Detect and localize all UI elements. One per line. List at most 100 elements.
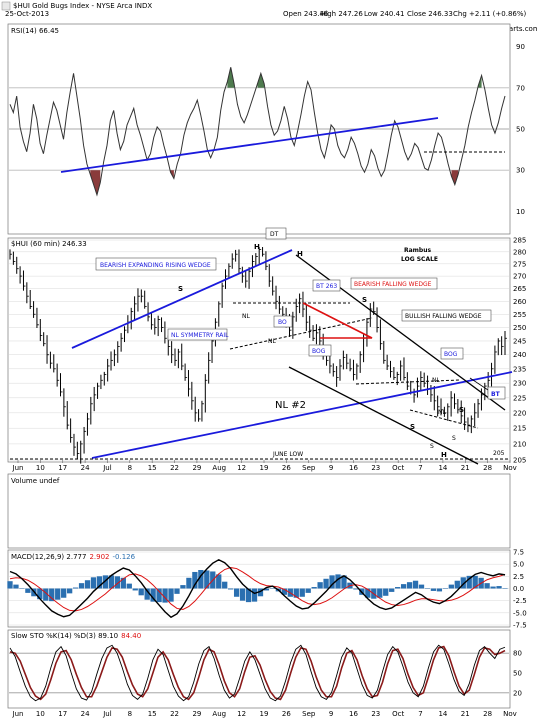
macd-histogram-bar (430, 588, 437, 591)
price-tick-label: 285 (513, 237, 526, 245)
sto-tick-label: 50 (513, 670, 522, 678)
price-tick-label: 280 (513, 248, 526, 256)
header-date: 25-Oct-2013 (5, 10, 49, 18)
june-low-label: JUNE LOW (272, 451, 303, 458)
price-tick-label: 205 (513, 457, 526, 465)
price-x-tick-label: Aug (212, 464, 226, 472)
price-title: $HUI (60 min) 246.33 (11, 240, 87, 248)
macd-histogram-bar (305, 588, 311, 593)
rsi-tick-label: 30 (516, 167, 525, 175)
sto-x-tick-label: Jul (102, 710, 112, 718)
macd-histogram-bar (389, 588, 395, 592)
stochastic-panel-frame (7, 629, 511, 709)
macd-histogram-bar (84, 580, 91, 589)
price-tick-label: 225 (513, 394, 526, 402)
macd-histogram-bar (162, 588, 168, 603)
bt-label: BT (491, 391, 501, 398)
nl-symmetry-rail-box (167, 328, 228, 341)
header-open: Open 243.46 (283, 10, 329, 18)
rsi-title: RSI(14) 66.45 (11, 27, 59, 35)
nl-label-b: NL (268, 338, 276, 345)
rsi-tick-label: 10 (516, 208, 525, 216)
s-label-5: S (430, 443, 434, 450)
rambus-label: Rambus (404, 247, 431, 254)
macd-histogram-bar (180, 585, 186, 589)
macd-legend-histogram: -0.126 (112, 553, 135, 561)
macd-histogram-bar (263, 588, 270, 591)
macd-histogram-bar (299, 588, 305, 597)
bearish-wedge-label: BEARISH EXPANDING RISING WEDGE (100, 262, 211, 269)
macd-line (9, 558, 506, 619)
header-low: Low 240.41 (364, 10, 405, 18)
price-annotations: BEARISH EXPANDING RISING WEDGE NL SYMMET… (10, 227, 513, 465)
price-x-axis: Jun 10 17 24 Jul 8 15 22 29 Aug 12 19 26 Sep 9 16 23 Oct 7… (12, 460, 517, 472)
sto-d-line (9, 645, 506, 701)
macd-tick-label: 2.5 (513, 573, 524, 581)
price-x-tick-label: 21 (461, 464, 470, 472)
price-x-tick-label: 22 (170, 464, 179, 472)
macd-histogram-bar (412, 580, 419, 589)
macd-tick-label: 0.0 (513, 585, 524, 593)
stochastic-gridlines (9, 652, 509, 694)
macd-histogram-bar (49, 588, 55, 602)
volume-panel-frame (7, 473, 511, 549)
macd-histogram-bar (329, 575, 335, 589)
price-x-tick-label: 19 (260, 464, 269, 472)
macd-histogram-bar (43, 588, 49, 601)
bt-pointer (469, 377, 489, 391)
sto-x-tick-label: 21 (461, 710, 470, 718)
bog1-label: BOG (312, 348, 326, 355)
s-label-3: S (410, 423, 415, 431)
price-tick-label: 215 (513, 425, 526, 433)
price-x-tick-label: Jul (102, 464, 112, 472)
macd-histogram-bar (496, 586, 502, 589)
macd-histogram-bar (7, 581, 13, 589)
price-x-tick-label: 23 (371, 464, 380, 472)
sto-x-tick-label: Nov (503, 710, 517, 718)
bullish-falling-wedge-label: BULLISH FALLING WEDGE (405, 313, 482, 320)
rsi-tick-label: 70 (516, 84, 525, 92)
sto-tick-label: 20 (513, 689, 522, 697)
macd-lines (9, 558, 506, 619)
macd-histogram-bar (341, 575, 347, 589)
bullish-falling-wedge-box (401, 309, 492, 322)
nl-symmetry-rail-label: NL SYMMETRY RAIL (171, 332, 229, 339)
header-change: Chg +2.11 (+0.86%) (453, 10, 527, 18)
macd-histogram-bar (138, 588, 144, 596)
nl-label-a: NL (242, 313, 250, 320)
macd-histogram-bar (114, 576, 120, 589)
macd-histogram-bar (251, 588, 258, 602)
nl-symmetry-dashed-lower (229, 317, 373, 350)
macd-histogram-bar (269, 588, 276, 589)
rsi-overbought-fill (257, 73, 265, 88)
h-label-left: H (254, 243, 260, 251)
macd-histogram-bar (460, 577, 466, 589)
macd-tick-label: -7.5 (513, 622, 527, 630)
nl2-label: NL #2 (275, 400, 306, 411)
macd-histogram-bar (239, 588, 246, 601)
nl-label-c: NL (432, 377, 440, 384)
dt-box (265, 227, 287, 240)
sto-k-line (9, 644, 506, 702)
macd-histogram-bar (228, 588, 234, 590)
macd-histogram-bar (466, 575, 472, 589)
price-x-tick-label: 24 (81, 464, 90, 472)
sto-x-tick-label: 19 (260, 710, 269, 718)
macd-tick-label: 5.0 (513, 561, 524, 569)
nl2-blue-neckline (91, 371, 513, 459)
macd-histogram-bar (216, 574, 222, 589)
macd-histogram-bar (198, 570, 204, 589)
macd-histogram-bar (233, 588, 240, 597)
rsi-tick-label: 50 (516, 126, 525, 134)
macd-tick-label: -2.5 (513, 597, 527, 605)
macd-histogram-bar (108, 575, 115, 589)
bt-box (487, 386, 506, 400)
bearish-falling-wedge-label: BEARISH FALLING WEDGE (354, 281, 432, 288)
sto-x-tick-label: 10 (36, 710, 45, 718)
price-x-tick-label: 7 (418, 464, 422, 472)
macd-histogram-bar (192, 571, 198, 589)
bog2-label: BOG (444, 351, 458, 358)
s-label-1: S (178, 285, 183, 293)
